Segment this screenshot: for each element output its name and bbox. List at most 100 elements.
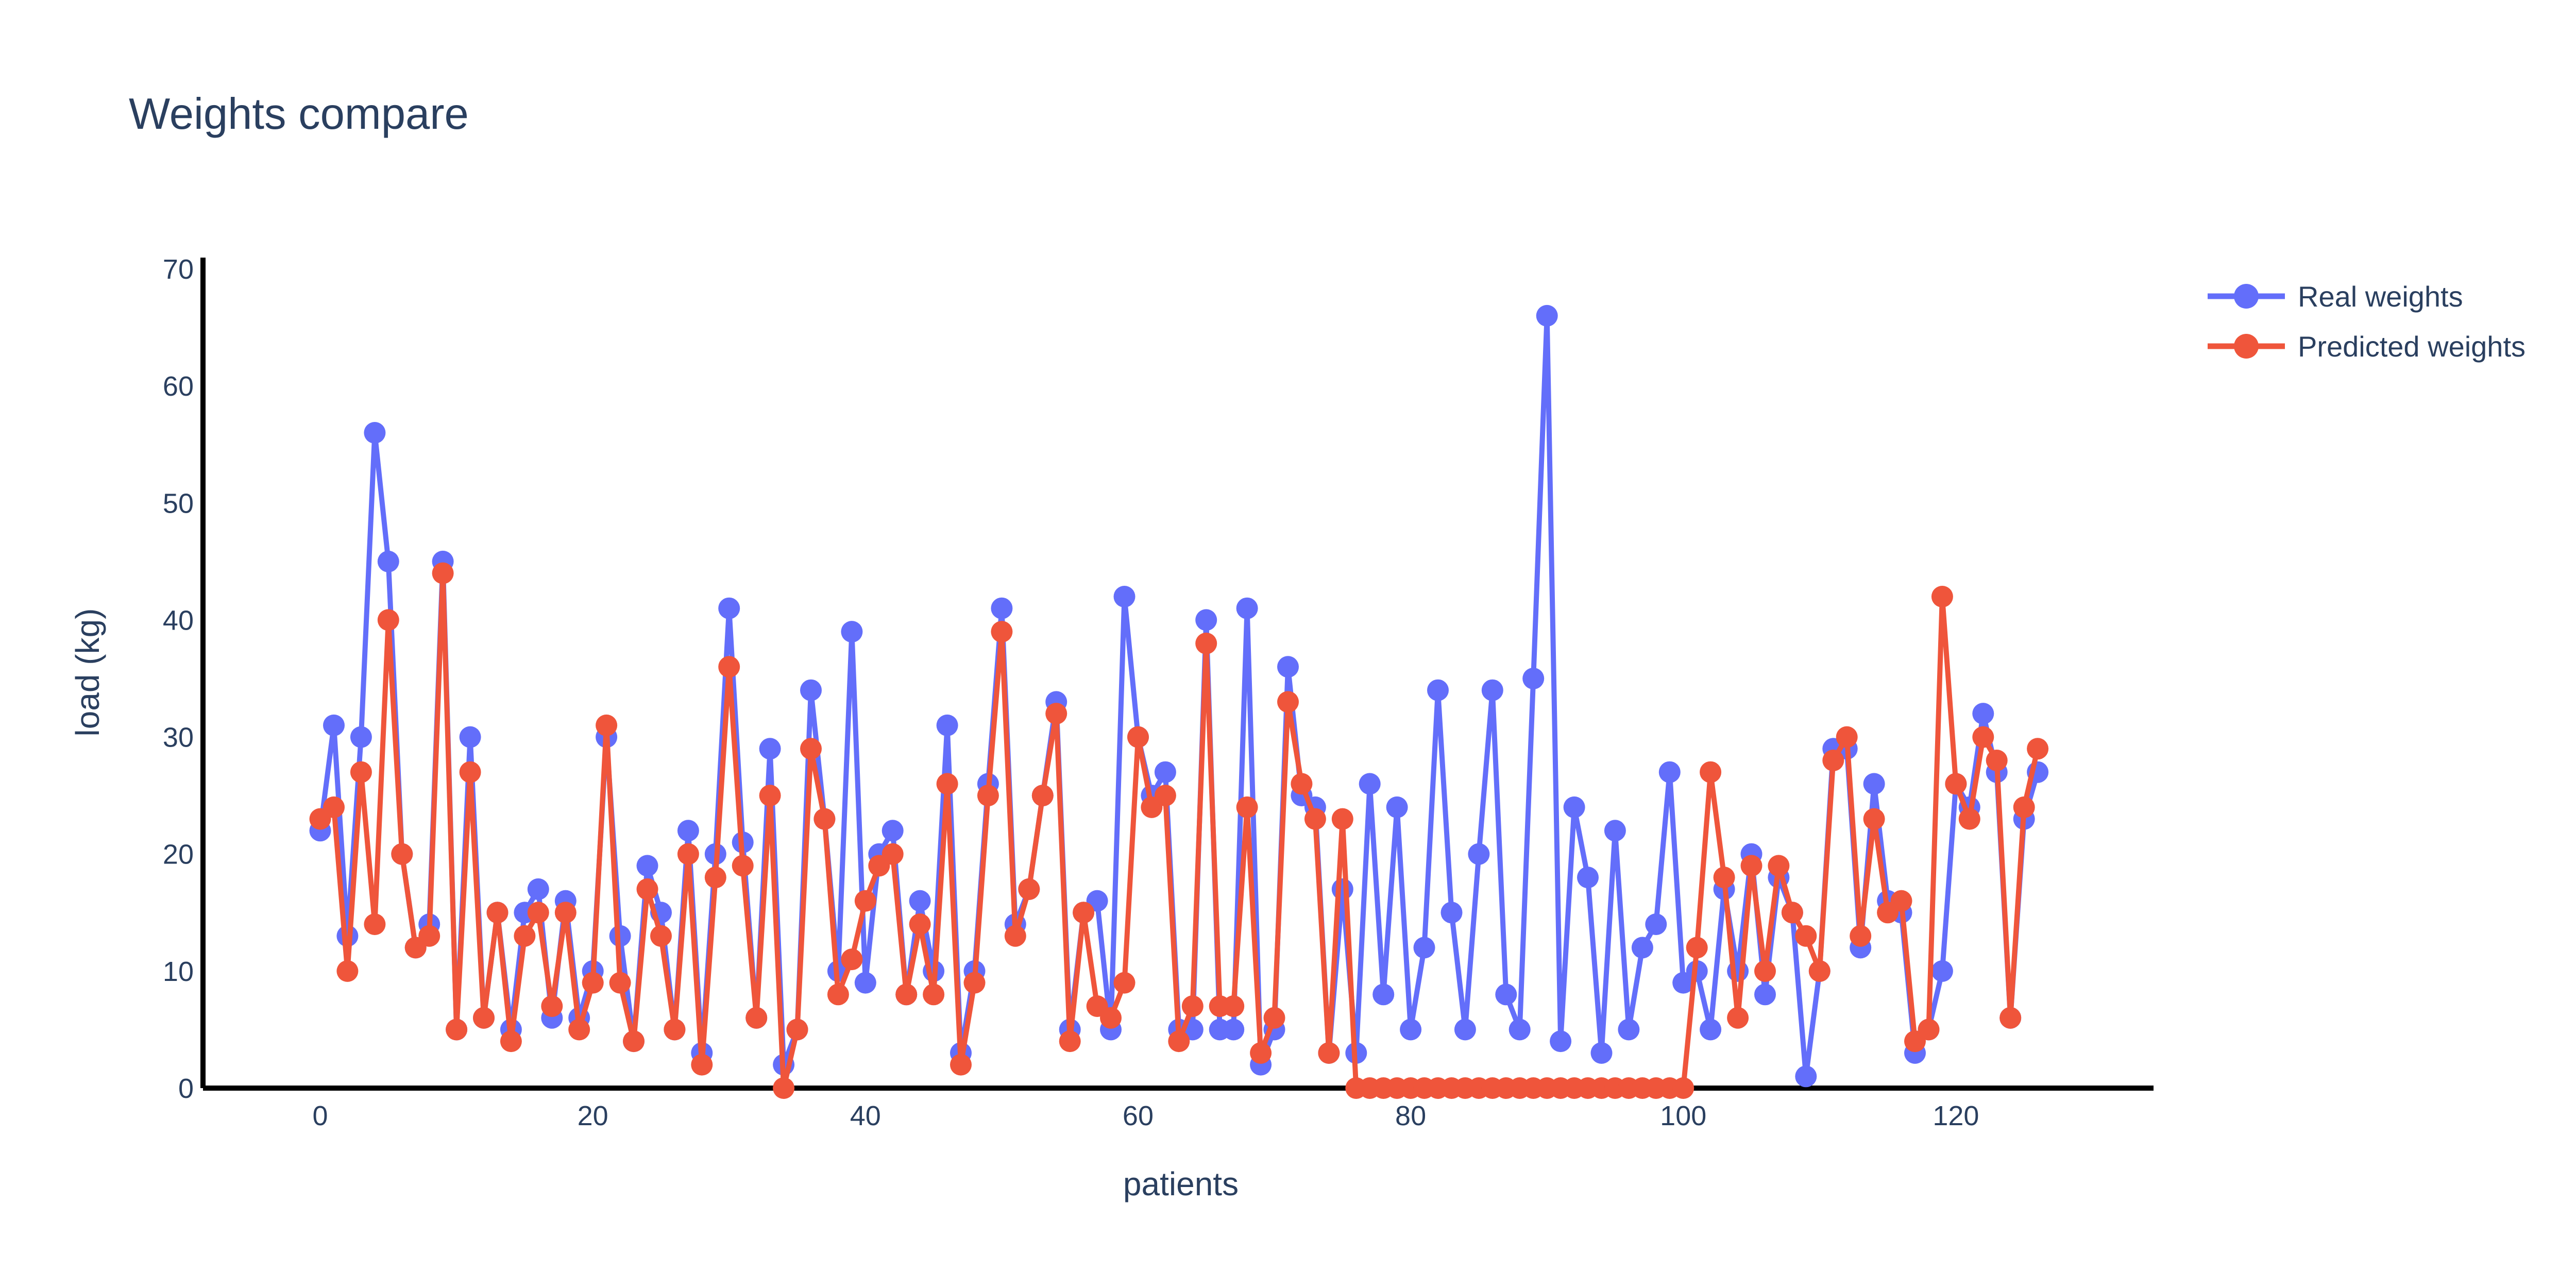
- data-point-predicted-weights[interactable]: [323, 796, 345, 818]
- data-point-predicted-weights[interactable]: [2027, 738, 2049, 760]
- data-point-predicted-weights[interactable]: [1291, 773, 1313, 795]
- data-point-predicted-weights[interactable]: [991, 621, 1013, 643]
- data-point-real-weights[interactable]: [1577, 867, 1599, 889]
- data-point-real-weights[interactable]: [364, 422, 386, 444]
- data-point-predicted-weights[interactable]: [1713, 867, 1735, 889]
- data-point-predicted-weights[interactable]: [1918, 1019, 1940, 1041]
- data-point-predicted-weights[interactable]: [1073, 902, 1095, 924]
- data-point-predicted-weights[interactable]: [1958, 808, 1980, 830]
- data-point-predicted-weights[interactable]: [977, 785, 999, 807]
- data-point-predicted-weights[interactable]: [1263, 1007, 1285, 1029]
- data-point-predicted-weights[interactable]: [1768, 855, 1790, 877]
- data-point-real-weights[interactable]: [1645, 913, 1667, 935]
- data-point-predicted-weights[interactable]: [1031, 785, 1054, 807]
- data-point-predicted-weights[interactable]: [1113, 972, 1136, 994]
- legend-item-predicted[interactable]: Predicted weights: [2208, 330, 2526, 363]
- data-point-real-weights[interactable]: [350, 726, 372, 748]
- data-point-predicted-weights[interactable]: [773, 1077, 795, 1099]
- data-point-real-weights[interactable]: [882, 820, 904, 842]
- data-point-real-weights[interactable]: [1440, 902, 1463, 924]
- data-point-predicted-weights[interactable]: [1795, 925, 1817, 947]
- data-point-predicted-weights[interactable]: [1195, 632, 1217, 654]
- data-point-predicted-weights[interactable]: [1250, 1042, 1272, 1064]
- data-point-real-weights[interactable]: [1972, 703, 1994, 725]
- data-point-predicted-weights[interactable]: [1850, 925, 1872, 947]
- data-point-predicted-weights[interactable]: [500, 1030, 522, 1053]
- data-point-predicted-weights[interactable]: [814, 808, 836, 830]
- data-point-predicted-weights[interactable]: [1727, 1007, 1749, 1029]
- data-point-real-weights[interactable]: [377, 550, 399, 572]
- data-point-real-weights[interactable]: [841, 621, 863, 643]
- data-point-predicted-weights[interactable]: [1100, 1007, 1122, 1029]
- data-point-predicted-weights[interactable]: [541, 995, 563, 1017]
- data-point-predicted-weights[interactable]: [841, 948, 863, 971]
- data-point-real-weights[interactable]: [759, 738, 781, 760]
- data-point-predicted-weights[interactable]: [636, 878, 658, 900]
- data-point-real-weights[interactable]: [1481, 679, 1503, 701]
- data-point-real-weights[interactable]: [1563, 796, 1585, 818]
- data-point-real-weights[interactable]: [1495, 984, 1517, 1006]
- data-point-predicted-weights[interactable]: [623, 1030, 645, 1053]
- data-point-predicted-weights[interactable]: [1331, 808, 1353, 830]
- data-point-predicted-weights[interactable]: [1754, 960, 1776, 982]
- data-point-predicted-weights[interactable]: [1945, 773, 1967, 795]
- data-point-real-weights[interactable]: [636, 855, 658, 877]
- data-point-real-weights[interactable]: [1590, 1042, 1613, 1064]
- data-point-real-weights[interactable]: [323, 714, 345, 736]
- data-point-real-weights[interactable]: [1386, 796, 1408, 818]
- data-point-predicted-weights[interactable]: [418, 925, 440, 947]
- data-point-predicted-weights[interactable]: [1018, 878, 1040, 900]
- data-point-predicted-weights[interactable]: [1672, 1077, 1694, 1099]
- data-point-predicted-weights[interactable]: [336, 960, 359, 982]
- data-point-real-weights[interactable]: [1536, 304, 1558, 327]
- data-point-predicted-weights[interactable]: [718, 656, 740, 678]
- data-point-real-weights[interactable]: [1863, 773, 1885, 795]
- data-point-real-weights[interactable]: [1454, 1019, 1476, 1041]
- data-point-real-weights[interactable]: [991, 597, 1013, 619]
- data-point-real-weights[interactable]: [1754, 984, 1776, 1006]
- data-point-predicted-weights[interactable]: [1181, 995, 1204, 1017]
- data-point-real-weights[interactable]: [909, 890, 931, 912]
- data-point-predicted-weights[interactable]: [514, 925, 536, 947]
- data-point-real-weights[interactable]: [1700, 1019, 1722, 1041]
- data-point-real-weights[interactable]: [1604, 820, 1626, 842]
- data-point-predicted-weights[interactable]: [1836, 726, 1858, 748]
- data-point-predicted-weights[interactable]: [1236, 796, 1258, 818]
- data-point-predicted-weights[interactable]: [909, 913, 931, 935]
- data-point-real-weights[interactable]: [1631, 937, 1653, 959]
- data-point-predicted-weights[interactable]: [963, 972, 986, 994]
- data-point-predicted-weights[interactable]: [1740, 855, 1762, 877]
- data-point-predicted-weights[interactable]: [554, 902, 577, 924]
- data-point-real-weights[interactable]: [1658, 761, 1681, 783]
- data-point-predicted-weights[interactable]: [677, 843, 699, 865]
- data-point-real-weights[interactable]: [527, 878, 549, 900]
- data-point-predicted-weights[interactable]: [786, 1019, 808, 1041]
- data-point-predicted-weights[interactable]: [854, 890, 876, 912]
- data-point-predicted-weights[interactable]: [950, 1054, 972, 1076]
- data-point-predicted-weights[interactable]: [1277, 691, 1299, 713]
- data-point-predicted-weights[interactable]: [895, 984, 918, 1006]
- data-point-real-weights[interactable]: [1400, 1019, 1422, 1041]
- data-point-predicted-weights[interactable]: [1863, 808, 1885, 830]
- legend-item-real[interactable]: Real weights: [2208, 280, 2463, 313]
- data-point-predicted-weights[interactable]: [664, 1019, 686, 1041]
- data-point-predicted-weights[interactable]: [391, 843, 413, 865]
- data-point-real-weights[interactable]: [1427, 679, 1449, 701]
- data-point-predicted-weights[interactable]: [936, 773, 958, 795]
- data-point-predicted-weights[interactable]: [1972, 726, 1994, 748]
- data-point-predicted-weights[interactable]: [882, 843, 904, 865]
- data-point-real-weights[interactable]: [1509, 1019, 1531, 1041]
- data-point-predicted-weights[interactable]: [1127, 726, 1149, 748]
- data-point-predicted-weights[interactable]: [350, 761, 372, 783]
- data-point-predicted-weights[interactable]: [486, 902, 509, 924]
- data-point-predicted-weights[interactable]: [1808, 960, 1831, 982]
- data-point-real-weights[interactable]: [936, 714, 958, 736]
- data-point-predicted-weights[interactable]: [691, 1054, 713, 1076]
- data-point-predicted-weights[interactable]: [1931, 586, 1953, 607]
- data-point-real-weights[interactable]: [1331, 878, 1353, 900]
- data-point-predicted-weights[interactable]: [377, 609, 399, 631]
- data-point-real-weights[interactable]: [1372, 984, 1395, 1006]
- data-point-predicted-weights[interactable]: [1168, 1030, 1190, 1053]
- data-point-real-weights[interactable]: [1236, 597, 1258, 619]
- data-point-predicted-weights[interactable]: [596, 714, 618, 736]
